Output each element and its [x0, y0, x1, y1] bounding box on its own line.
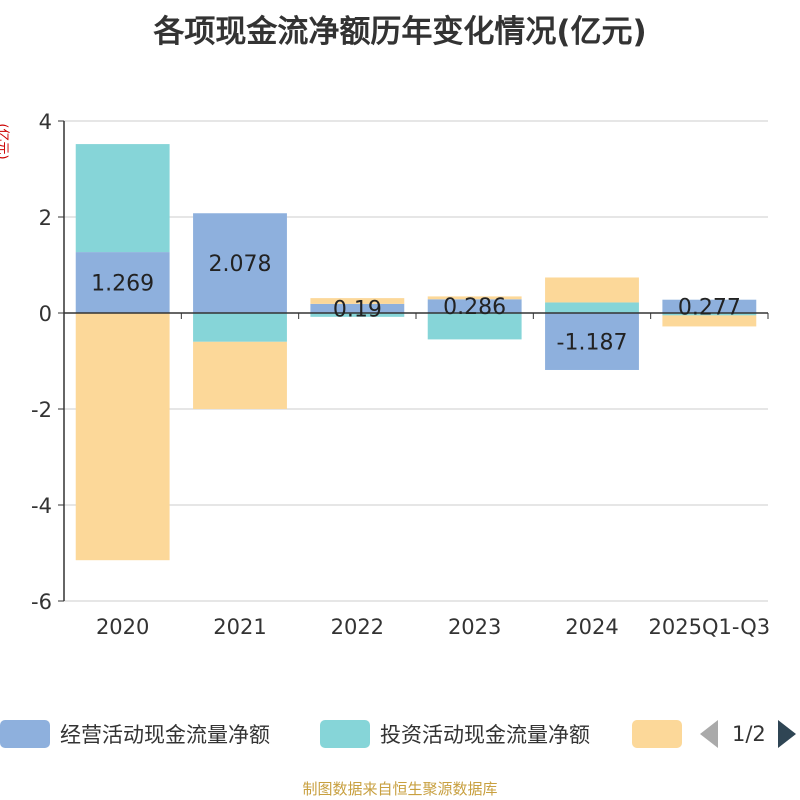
bar-series1-2024 [545, 302, 639, 313]
data-label-2024: -1.187 [557, 330, 628, 355]
y-tick-label-4: 4 [39, 110, 52, 134]
bar-series1-2023 [427, 313, 522, 340]
bar-series0-2021 [193, 213, 287, 313]
y-tick-label-0: 0 [39, 302, 52, 326]
legend-prev-page-icon[interactable] [700, 720, 718, 748]
legend-page-indicator: 1/2 [732, 722, 766, 746]
legend-item-investing[interactable]: 投资活动现金流量净额 [320, 716, 590, 752]
cashflow-bar-chart: 4 2 0 -2 -4 -6 2020 2021 2022 2023 2024 2025Q1-Q3 1… [31, 110, 770, 639]
x-tick-label-2022: 2022 [331, 615, 384, 639]
x-tick-label-2021: 2021 [213, 615, 266, 639]
bar-series0-2020 [75, 252, 170, 313]
bar-series2-2021 [193, 341, 287, 409]
x-tick-label-2024: 2024 [565, 615, 618, 639]
y-tick-label--2: -2 [31, 398, 52, 422]
bar-series0-2024 [545, 313, 639, 370]
axes: 4 2 0 -2 -4 -6 2020 2021 2022 2023 2024 2025Q1-Q3 [31, 110, 770, 639]
legend-next-page-icon[interactable] [777, 720, 796, 748]
data-label-2023: 0.286 [443, 295, 506, 320]
legend: 经营活动现金流量净额 投资活动现金流量净额 1/2 [0, 716, 800, 752]
bar-series2-2022 [310, 298, 405, 304]
bar-series2-2024 [545, 277, 639, 303]
legend-label-investing: 投资活动现金流量净额 [380, 723, 590, 747]
bar-series2-2023 [427, 296, 522, 300]
data-label-2021: 2.078 [209, 252, 272, 277]
bar-series1-2025Q1-Q3 [662, 313, 757, 316]
chart-title: 各项现金流净额历年变化情况(亿元) [153, 14, 647, 50]
data-source-note: 制图数据来自恒生聚源数据库 [302, 780, 498, 798]
bar-series1-2021 [193, 313, 287, 342]
bar-series0-2023 [427, 299, 522, 313]
y-tick-label--6: -6 [31, 590, 52, 614]
y-tick-label-2: 2 [39, 206, 52, 230]
x-tick-label-2020: 2020 [96, 615, 149, 639]
bar-series0-2025Q1-Q3 [662, 299, 757, 313]
x-tick-label-2025Q1-Q3: 2025Q1-Q3 [649, 615, 771, 639]
data-label-2022: 0.19 [333, 297, 382, 322]
y-tick-label--4: -4 [31, 494, 52, 518]
bar-series1-2020 [75, 144, 170, 253]
grid-lines [64, 120, 768, 602]
legend-item-operating[interactable]: 经营活动现金流量净额 [0, 716, 270, 752]
data-labels: 1.269 2.078 0.19 0.286 -1.187 0.277 [91, 252, 741, 355]
legend-swatch-financing [632, 720, 682, 748]
data-label-2025Q1-Q3: 0.277 [678, 295, 741, 320]
legend-item-financing[interactable] [632, 716, 682, 752]
legend-pager: 1/2 [700, 716, 796, 752]
data-label-2020: 1.269 [91, 272, 154, 297]
bar-series0-2022 [310, 303, 405, 313]
x-tick-label-2023: 2023 [448, 615, 501, 639]
bar-series1-2022 [310, 313, 405, 317]
legend-label-operating: 经营活动现金流量净额 [60, 723, 270, 747]
legend-swatch-operating [0, 720, 50, 748]
legend-swatch-investing [320, 720, 370, 748]
bar-series2-2025Q1-Q3 [662, 315, 757, 327]
bar-series2-2020 [75, 313, 170, 561]
bar-marks [75, 144, 757, 561]
